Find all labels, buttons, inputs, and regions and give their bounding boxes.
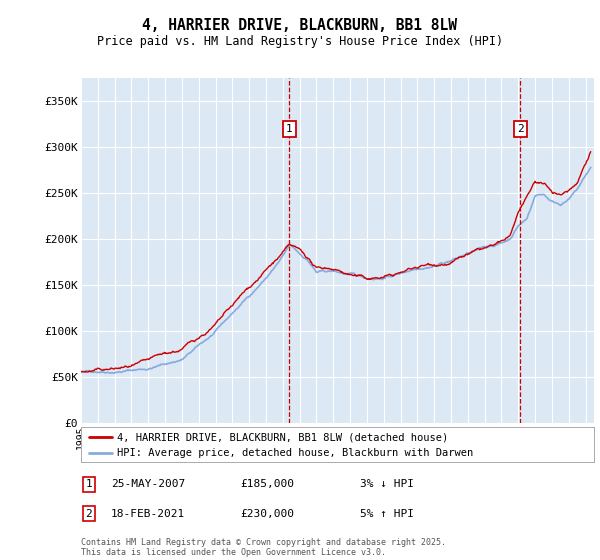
Text: 2: 2 <box>517 124 524 134</box>
Text: 4, HARRIER DRIVE, BLACKBURN, BB1 8LW: 4, HARRIER DRIVE, BLACKBURN, BB1 8LW <box>143 18 458 32</box>
Text: 25-MAY-2007: 25-MAY-2007 <box>111 479 185 489</box>
Text: 1: 1 <box>286 124 293 134</box>
Text: 3% ↓ HPI: 3% ↓ HPI <box>360 479 414 489</box>
Text: 4, HARRIER DRIVE, BLACKBURN, BB1 8LW (detached house): 4, HARRIER DRIVE, BLACKBURN, BB1 8LW (de… <box>117 432 448 442</box>
Text: Contains HM Land Registry data © Crown copyright and database right 2025.
This d: Contains HM Land Registry data © Crown c… <box>81 538 446 557</box>
Text: HPI: Average price, detached house, Blackburn with Darwen: HPI: Average price, detached house, Blac… <box>117 449 473 458</box>
Text: Price paid vs. HM Land Registry's House Price Index (HPI): Price paid vs. HM Land Registry's House … <box>97 35 503 49</box>
Text: 5% ↑ HPI: 5% ↑ HPI <box>360 508 414 519</box>
Text: £230,000: £230,000 <box>240 508 294 519</box>
Text: £185,000: £185,000 <box>240 479 294 489</box>
Text: 2: 2 <box>85 508 92 519</box>
Text: 18-FEB-2021: 18-FEB-2021 <box>111 508 185 519</box>
Text: 1: 1 <box>85 479 92 489</box>
